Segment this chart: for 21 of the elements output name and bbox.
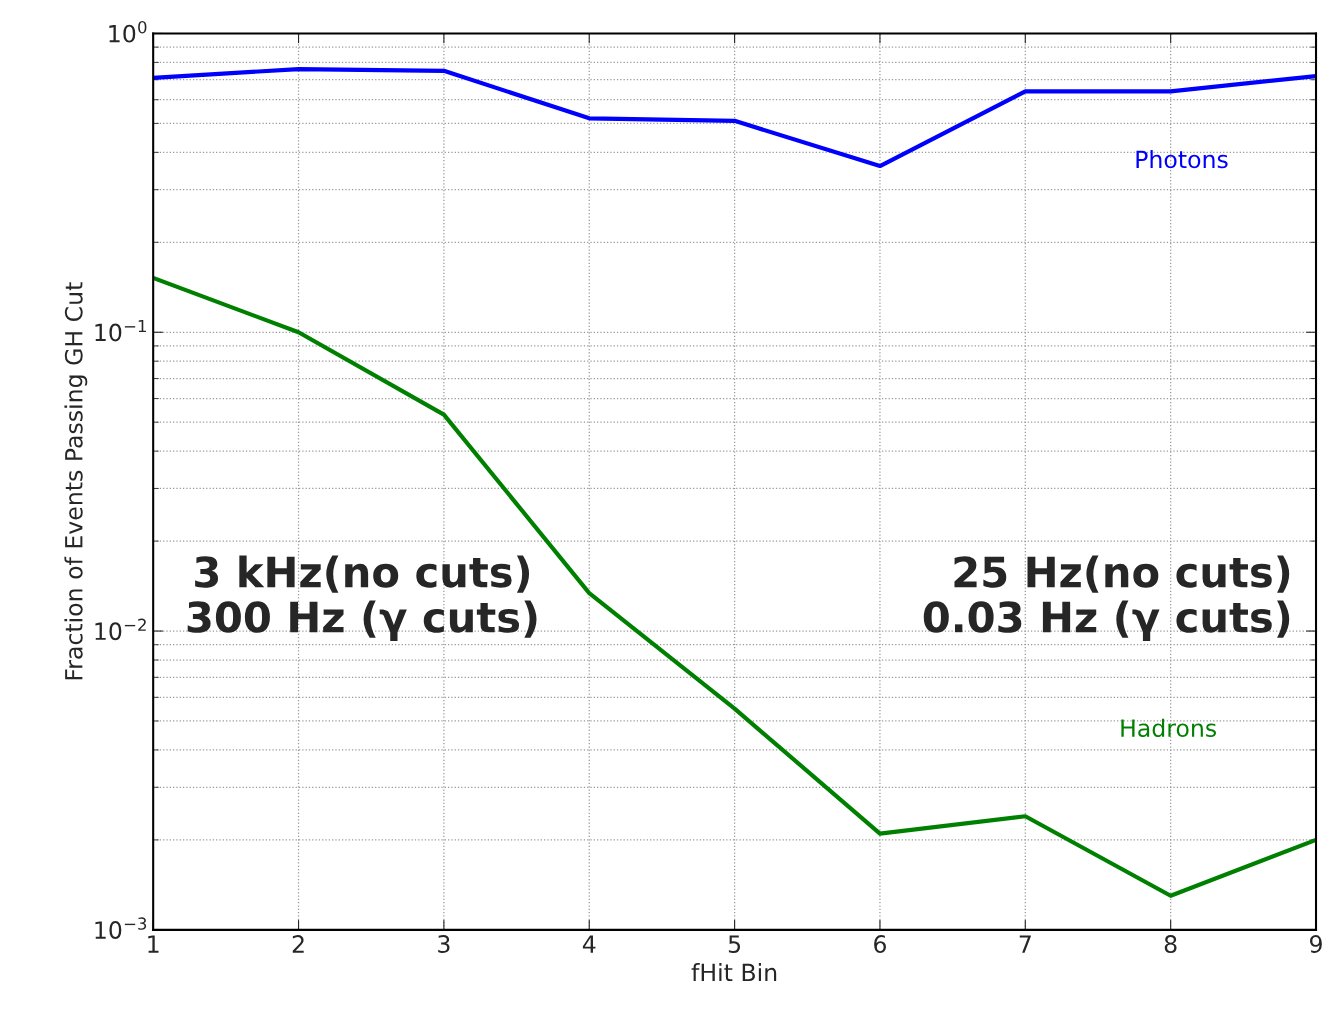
x-tick-label: 1 xyxy=(148,935,159,953)
y-tick-label: 10$^{−3}$ xyxy=(95,917,147,939)
text: Photons xyxy=(1136,149,1228,169)
line-series xyxy=(153,275,1317,898)
x-tick-label: 9 xyxy=(1309,935,1322,953)
line-series xyxy=(153,66,1317,169)
y-tick-label: 10$^{−2}$ xyxy=(95,618,146,641)
annotation: 25 Hz(no cuts) 0.03 Hz (γ cuts) xyxy=(923,555,1290,641)
x-tick-label: 5 xyxy=(728,935,741,953)
x-axis-title: fHit Bin xyxy=(691,963,777,982)
x-tick-label: 8 xyxy=(1164,935,1177,953)
x-tick-label: 3 xyxy=(438,935,450,953)
annotation: 3 kHz(no cuts) 300 Hz (γ cuts) xyxy=(187,555,537,641)
y-tick-label: 10$^{0}$ xyxy=(109,20,147,43)
x-tick-label: 7 xyxy=(1019,935,1031,953)
x-tick-label: 2 xyxy=(292,935,304,953)
text: Hadrons xyxy=(1121,718,1217,738)
y-tick-label: 10$^{−1}$ xyxy=(95,319,146,342)
y-axis-title: Fraction of Events Passing GH Cut xyxy=(64,282,88,680)
x-tick-label: 6 xyxy=(874,935,886,953)
x-tick-label: 4 xyxy=(582,935,596,953)
